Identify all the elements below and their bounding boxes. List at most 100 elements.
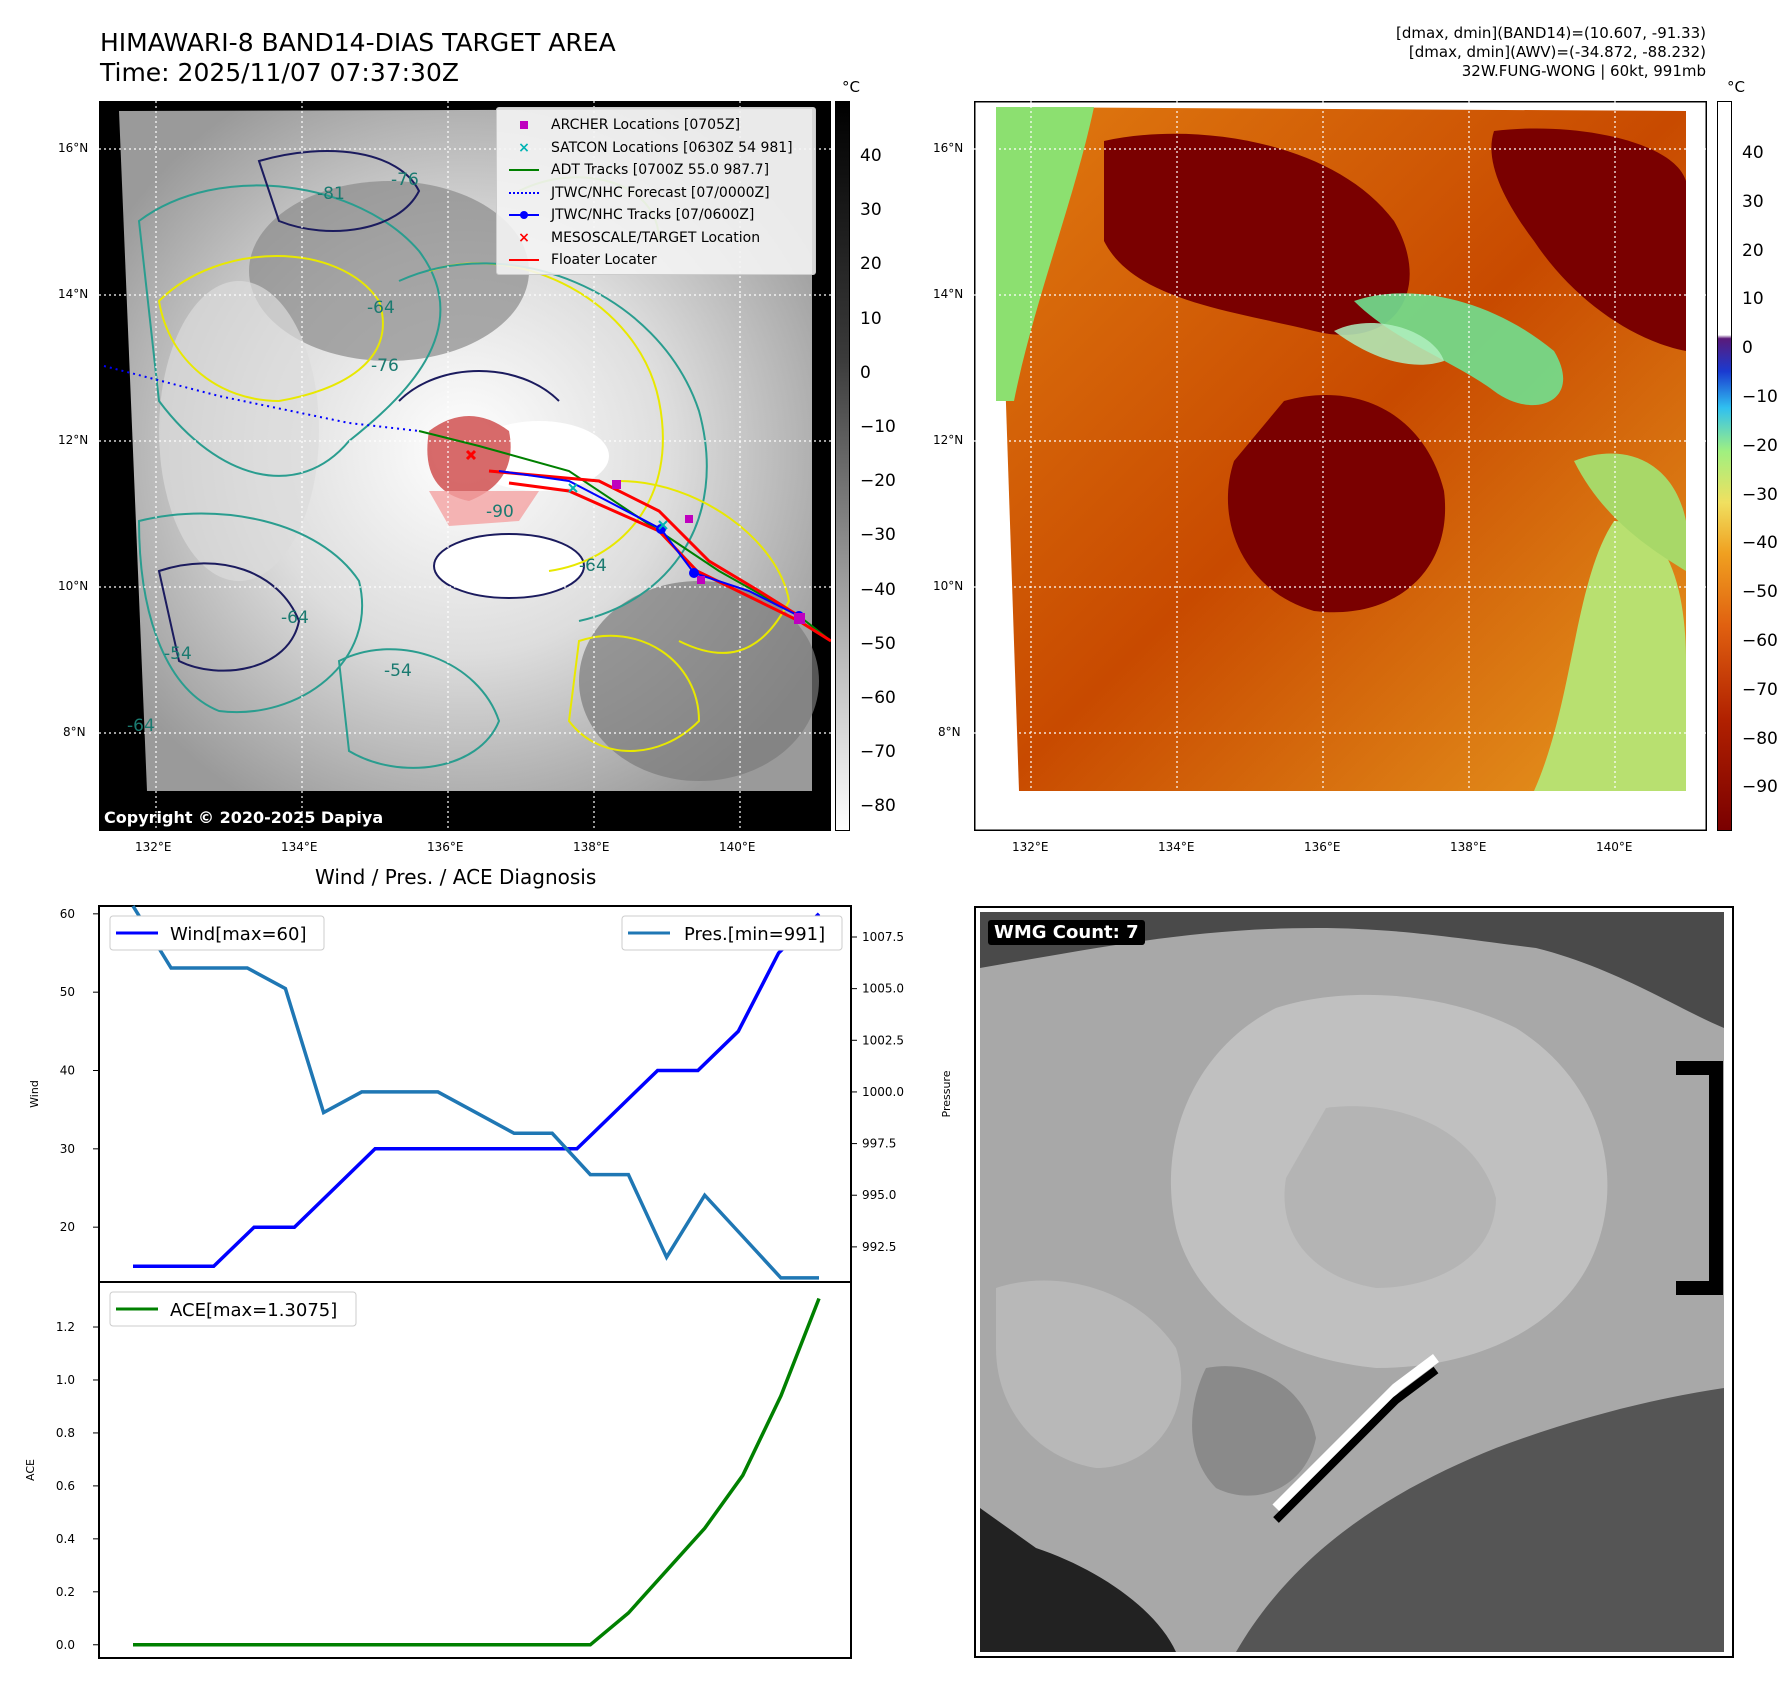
dry-region: [1491, 128, 1686, 351]
colorbar-tick-label: −10: [860, 417, 896, 437]
wind-ticks: 20 30 40 50 60: [60, 907, 99, 1234]
legend-entry: ARCHER Locations [0705Z]: [507, 114, 793, 137]
colorbar-tick-label: −40: [1742, 533, 1778, 554]
ace-series-line: [133, 1297, 821, 1647]
colorbar-tick-label: −60: [1742, 631, 1778, 651]
legend-entries: ARCHER Locations [0705Z] × SATCON Location…: [507, 114, 793, 272]
wmg-edge: [1272, 1354, 1439, 1512]
lat-label: 8°N: [63, 725, 86, 739]
ace-axes: [98, 1281, 852, 1659]
lon-label: 140°E: [719, 840, 756, 854]
jtwc-track: [498, 470, 800, 617]
colorbar-tick-label: 20: [1742, 240, 1764, 261]
wmg-panel: WMG Count: 7: [974, 906, 1734, 1658]
lon-label: 136°E: [427, 840, 464, 854]
contour-label: -81: [317, 184, 345, 204]
colorbar-tick-label: 10: [1742, 289, 1764, 310]
colorbar-unit: °C: [842, 78, 860, 96]
lon-label: 140°E: [1596, 840, 1633, 854]
figure-title: HIMAWARI-8 BAND14-DIAS TARGET AREA: [100, 28, 616, 57]
lon-label: 132°E: [135, 840, 172, 854]
ace-axis-label: ACE: [24, 1459, 37, 1481]
dmax-band14: [dmax, dmin](BAND14)=(10.607, -91.33): [1395, 24, 1706, 42]
lat-label: 14°N: [58, 287, 89, 301]
right-colorbar: [1717, 101, 1732, 831]
wmg-region-mid: [1192, 1366, 1316, 1496]
colorbar-tick-label: 40: [1742, 143, 1764, 163]
moist-region: [996, 107, 1094, 401]
tick-label: 1007.5: [862, 930, 904, 944]
colorbar-tick-label: 0: [860, 362, 871, 383]
dry-region: [1227, 395, 1446, 613]
lat-label: 10°N: [58, 579, 89, 593]
tick-label: 0.2: [56, 1585, 75, 1599]
legend-entry: × SATCON Locations [0630Z 54 981]: [507, 137, 793, 160]
tick-label: 60: [60, 907, 75, 921]
colorbar-tick-label: 20: [860, 254, 882, 275]
legend-label: ADT Tracks [0700Z 55.0 987.7]: [551, 162, 770, 179]
legend-entry: × MESOSCALE/TARGET Location: [507, 227, 793, 250]
wind-axis-label: Wind: [28, 1080, 41, 1108]
moist-region: [1574, 453, 1686, 571]
wind-legend: [109, 915, 325, 951]
contour-label: -64: [281, 608, 309, 628]
wmg-region-light: [996, 1280, 1182, 1468]
moist-swirl: [1354, 293, 1564, 406]
cloud-region: [249, 181, 529, 361]
archer-markers: [612, 480, 805, 624]
colorbar-tick-label: −40: [860, 579, 896, 600]
diagnosis-chart-title: Wind / Pres. / ACE Diagnosis: [315, 865, 597, 889]
wmg-region-dark: [980, 1508, 1176, 1652]
tick-label: 1000.0: [862, 1085, 904, 1099]
lon-label: 136°E: [1304, 840, 1341, 854]
tick-label: 0.4: [56, 1532, 75, 1546]
colorbar-tick-label: 30: [1742, 191, 1764, 212]
lat-label: 14°N: [933, 287, 964, 301]
mesoscale-target-marker: [465, 449, 477, 461]
colorbar-tick-label: −50: [1742, 582, 1778, 603]
wmg-region-mid: [1284, 1106, 1496, 1288]
legend-swatch: ×: [518, 229, 530, 246]
lon-label: 134°E: [1158, 840, 1195, 854]
colorbar-tick-label: −50: [860, 633, 896, 654]
tick-label: 1.0: [56, 1373, 75, 1387]
wind-legend-label: Wind[max=60]: [170, 924, 307, 945]
wind-series-line: [133, 912, 821, 1269]
contour-label: -54: [164, 644, 192, 664]
tick-label: 995.0: [862, 1188, 896, 1202]
legend-swatch: [507, 162, 541, 178]
left-map-panel: -81 -76 -64 -76 -54 -64 -90 -64 -54 -64: [99, 101, 832, 831]
floater-track: [488, 469, 800, 618]
legend-entry: JTWC/NHC Tracks [07/0600Z]: [507, 204, 793, 227]
colorbar-tick-label: −90: [1742, 777, 1778, 798]
wmg-count-label: WMG Count: 7: [988, 920, 1145, 945]
colorbar-unit: °C: [1727, 78, 1745, 96]
legend-label: JTWC/NHC Tracks [07/0600Z]: [551, 207, 755, 224]
moist-region: [1534, 521, 1686, 791]
legend-swatch: ×: [518, 139, 530, 156]
right-map-panel: [972, 99, 1709, 833]
pressure-series-line: [131, 905, 819, 1280]
wind-pressure-axes: [98, 905, 852, 1283]
tick-label: 40: [60, 1064, 75, 1078]
legend-label: Floater Locater: [551, 252, 657, 269]
tick-label: 1002.5: [862, 1033, 904, 1047]
colorbar-tick-label: −30: [1742, 484, 1778, 505]
storm-info: 32W.FUNG-WONG | 60kt, 991mb: [1461, 62, 1706, 80]
pressure-legend: [621, 915, 843, 951]
wmg-region-dark: [980, 912, 1724, 1028]
tick-label: 0.0: [56, 1638, 75, 1652]
wmg-edge: [1273, 1366, 1439, 1523]
colorbar-tick-label: −60: [860, 688, 896, 708]
tick-label: 1.2: [56, 1320, 75, 1334]
dmax-awv: [dmax, dmin](AWV)=(-34.872, -88.232): [1408, 43, 1706, 61]
series-lines: [131, 905, 821, 1647]
ace-ticks: 0.0 0.2 0.4 0.6 0.8 1.0 1.2: [56, 1320, 99, 1652]
lat-label: 16°N: [933, 141, 964, 155]
info-block: [dmax, dmin](BAND14)=(10.607, -91.33) [d…: [1396, 24, 1706, 81]
cold-cloud-top: [433, 533, 585, 599]
satcon-markers: [568, 483, 668, 530]
cloud-region: [579, 581, 819, 781]
contour-label: -54: [384, 661, 412, 681]
tick-label: 30: [60, 1142, 75, 1156]
